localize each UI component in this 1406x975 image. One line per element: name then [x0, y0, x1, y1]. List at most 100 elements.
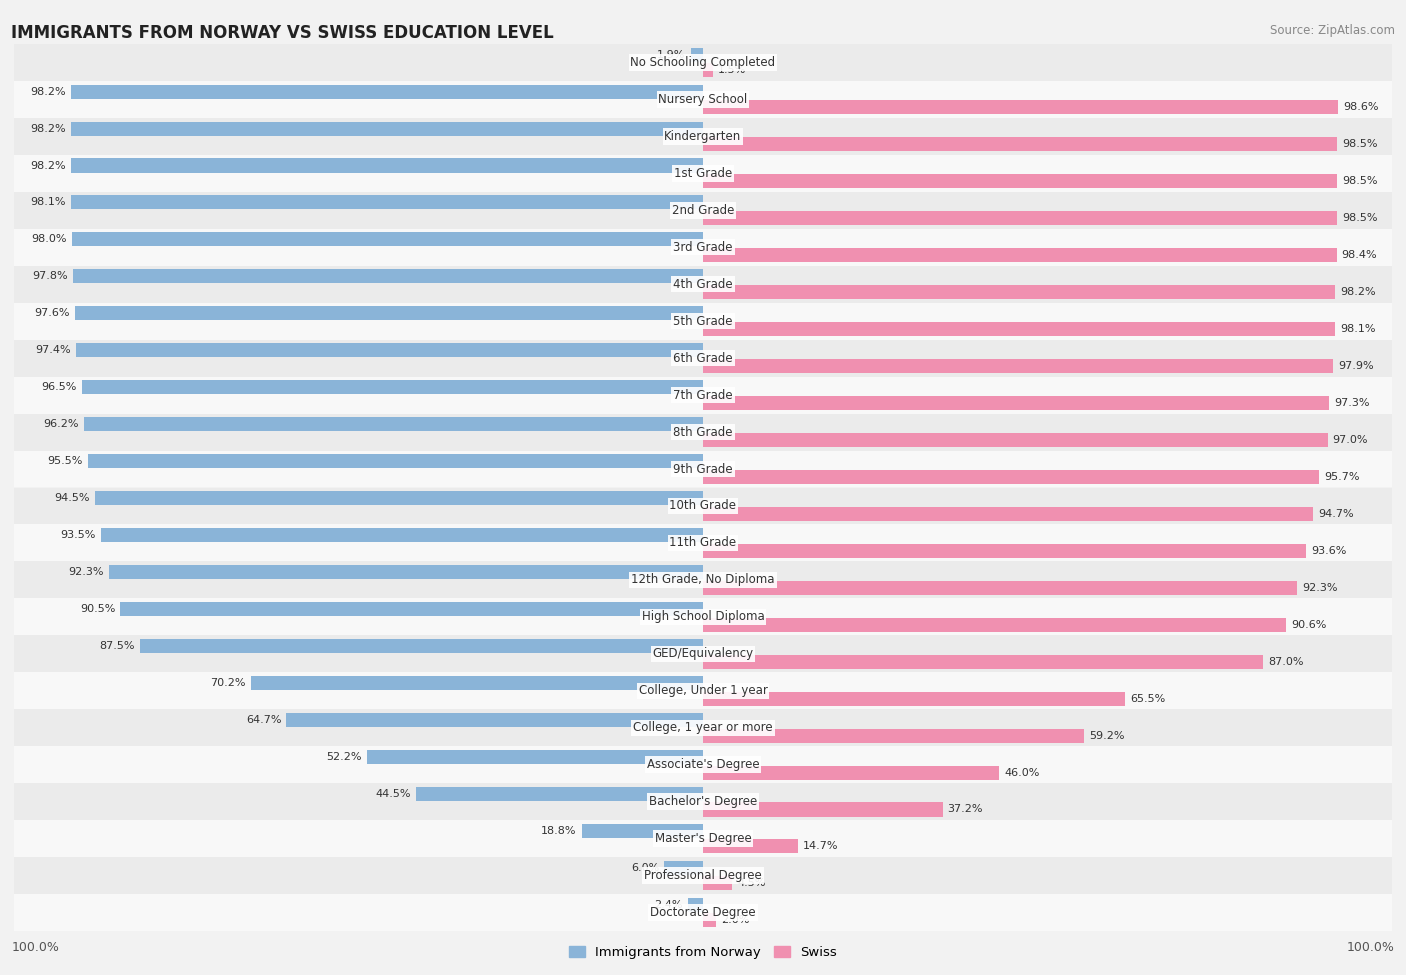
- Text: 2nd Grade: 2nd Grade: [672, 204, 734, 216]
- Bar: [703, 137, 1337, 151]
- Text: 93.5%: 93.5%: [60, 530, 96, 540]
- Text: 97.8%: 97.8%: [32, 271, 67, 282]
- Bar: [14, 746, 1392, 783]
- Bar: [14, 894, 1392, 931]
- Bar: [139, 639, 703, 653]
- Text: 59.2%: 59.2%: [1090, 730, 1125, 741]
- Bar: [703, 470, 1319, 484]
- Text: 90.5%: 90.5%: [80, 604, 115, 614]
- Bar: [72, 195, 703, 210]
- Bar: [703, 691, 1125, 706]
- Text: 100.0%: 100.0%: [11, 941, 59, 954]
- Text: 98.2%: 98.2%: [1340, 287, 1376, 297]
- Text: 46.0%: 46.0%: [1004, 767, 1039, 777]
- Text: College, 1 year or more: College, 1 year or more: [633, 722, 773, 734]
- Text: 98.6%: 98.6%: [1343, 102, 1378, 112]
- Text: 6.0%: 6.0%: [631, 863, 659, 873]
- Text: 98.1%: 98.1%: [31, 198, 66, 208]
- Text: 18.8%: 18.8%: [541, 826, 576, 836]
- Text: 97.3%: 97.3%: [1334, 398, 1369, 408]
- Bar: [367, 750, 703, 764]
- Text: Professional Degree: Professional Degree: [644, 869, 762, 882]
- Bar: [101, 528, 703, 542]
- Text: 64.7%: 64.7%: [246, 715, 281, 725]
- Text: Source: ZipAtlas.com: Source: ZipAtlas.com: [1270, 24, 1395, 37]
- Bar: [582, 824, 703, 838]
- Text: 87.5%: 87.5%: [98, 642, 135, 651]
- Text: 1.5%: 1.5%: [718, 65, 747, 75]
- Text: Kindergarten: Kindergarten: [665, 130, 741, 142]
- Text: 2.0%: 2.0%: [721, 916, 749, 925]
- Bar: [89, 454, 703, 468]
- Text: 98.5%: 98.5%: [1343, 213, 1378, 223]
- Text: Nursery School: Nursery School: [658, 93, 748, 106]
- Text: 98.5%: 98.5%: [1343, 139, 1378, 149]
- Bar: [14, 820, 1392, 857]
- Text: 92.3%: 92.3%: [1302, 583, 1339, 593]
- Bar: [703, 63, 713, 77]
- Bar: [14, 599, 1392, 636]
- Text: 96.2%: 96.2%: [44, 419, 79, 429]
- Text: 10th Grade: 10th Grade: [669, 499, 737, 513]
- Text: 1.9%: 1.9%: [657, 50, 686, 59]
- Bar: [703, 765, 1000, 780]
- Text: Bachelor's Degree: Bachelor's Degree: [650, 796, 756, 808]
- Text: 97.9%: 97.9%: [1339, 361, 1374, 370]
- Bar: [14, 783, 1392, 820]
- Text: 92.3%: 92.3%: [67, 567, 104, 577]
- Bar: [70, 122, 703, 136]
- Text: 87.0%: 87.0%: [1268, 656, 1303, 667]
- Legend: Immigrants from Norway, Swiss: Immigrants from Norway, Swiss: [564, 941, 842, 964]
- Bar: [703, 433, 1327, 447]
- Bar: [14, 413, 1392, 450]
- Text: 94.7%: 94.7%: [1317, 509, 1354, 519]
- Bar: [14, 265, 1392, 302]
- Bar: [688, 898, 703, 912]
- Text: 14.7%: 14.7%: [803, 841, 838, 851]
- Bar: [73, 269, 703, 284]
- Bar: [14, 229, 1392, 265]
- Text: 44.5%: 44.5%: [375, 789, 412, 799]
- Text: 52.2%: 52.2%: [326, 752, 361, 762]
- Bar: [703, 396, 1330, 410]
- Text: 7th Grade: 7th Grade: [673, 389, 733, 402]
- Text: 8th Grade: 8th Grade: [673, 425, 733, 439]
- Text: 2.4%: 2.4%: [654, 900, 682, 910]
- Bar: [14, 81, 1392, 118]
- Text: IMMIGRANTS FROM NORWAY VS SWISS EDUCATION LEVEL: IMMIGRANTS FROM NORWAY VS SWISS EDUCATIO…: [11, 24, 554, 42]
- Bar: [703, 322, 1334, 336]
- Bar: [287, 713, 703, 727]
- Text: 11th Grade: 11th Grade: [669, 536, 737, 550]
- Bar: [690, 48, 703, 61]
- Bar: [703, 654, 1263, 669]
- Bar: [703, 544, 1306, 558]
- Text: 98.2%: 98.2%: [30, 161, 66, 171]
- Bar: [14, 192, 1392, 229]
- Text: 70.2%: 70.2%: [211, 678, 246, 688]
- Bar: [665, 861, 703, 875]
- Text: GED/Equivalency: GED/Equivalency: [652, 647, 754, 660]
- Bar: [121, 603, 703, 616]
- Bar: [94, 491, 703, 505]
- Bar: [703, 914, 716, 927]
- Text: 98.4%: 98.4%: [1341, 250, 1378, 260]
- Text: 97.4%: 97.4%: [35, 345, 70, 355]
- Text: 95.7%: 95.7%: [1324, 472, 1360, 482]
- Bar: [703, 100, 1339, 114]
- Text: 37.2%: 37.2%: [948, 804, 983, 814]
- Bar: [75, 306, 703, 321]
- Text: Master's Degree: Master's Degree: [655, 833, 751, 845]
- Bar: [14, 302, 1392, 339]
- Bar: [70, 85, 703, 98]
- Text: 90.6%: 90.6%: [1292, 620, 1327, 630]
- Text: 98.5%: 98.5%: [1343, 176, 1378, 186]
- Text: 98.2%: 98.2%: [30, 87, 66, 97]
- Bar: [14, 673, 1392, 709]
- Bar: [703, 211, 1337, 225]
- Bar: [252, 676, 703, 690]
- Bar: [14, 155, 1392, 192]
- Bar: [703, 248, 1337, 262]
- Text: 100.0%: 100.0%: [1347, 941, 1395, 954]
- Bar: [703, 359, 1333, 372]
- Bar: [703, 285, 1336, 299]
